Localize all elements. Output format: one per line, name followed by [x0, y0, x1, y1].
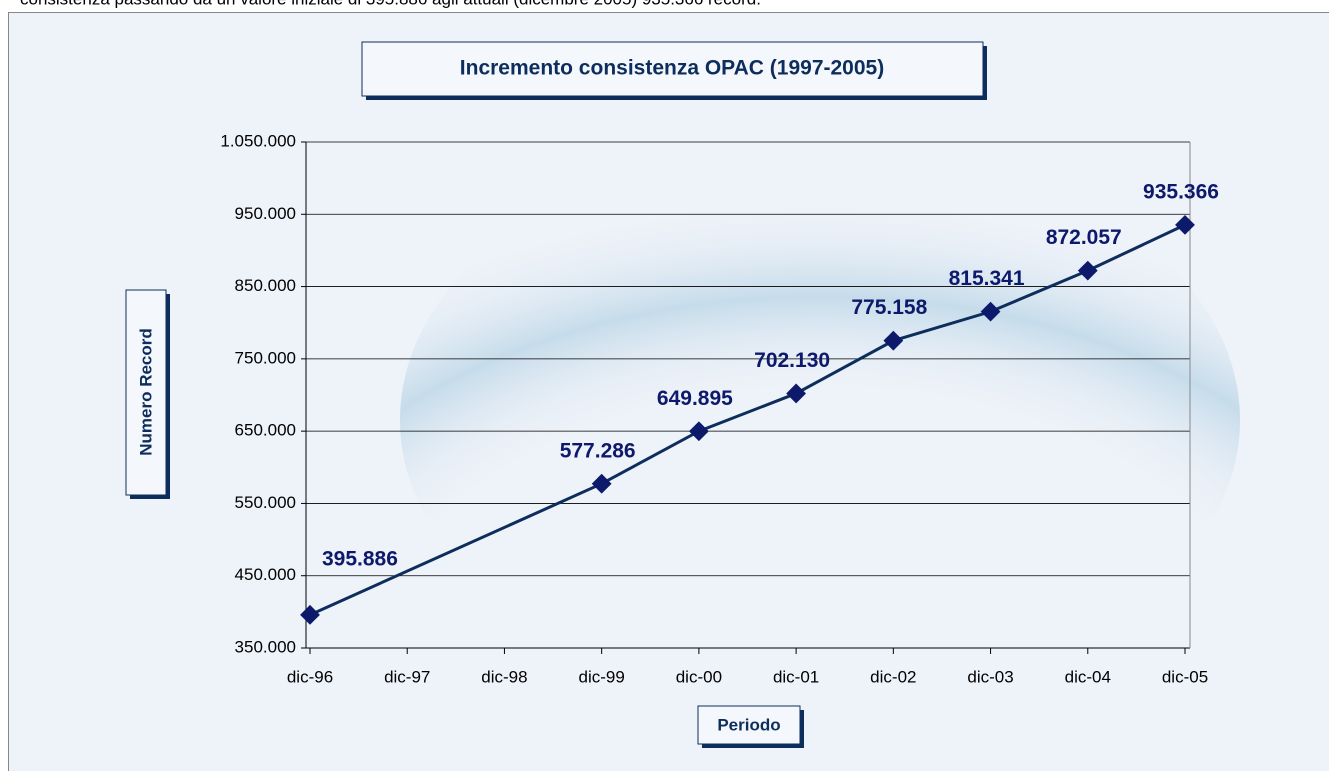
data-line [309, 223, 1186, 617]
data-point [300, 604, 320, 625]
data-point [883, 330, 904, 351]
y-label-box [125, 289, 167, 496]
y-axis-label: Numero Record [136, 328, 155, 456]
data-point [786, 383, 807, 404]
data-label: 775.158 [851, 296, 927, 319]
data-label: 577.286 [560, 439, 636, 462]
data-point [688, 421, 709, 442]
chart-title: Incremento consistenza OPAC (1997-2005) [460, 57, 884, 80]
background-arc [400, 140, 1240, 700]
y-tick-label: 1.050.000 [220, 131, 296, 150]
y-tick-label: 650.000 [235, 421, 296, 440]
x-tick-label: dic-96 [287, 667, 333, 686]
data-label: 815.341 [949, 267, 1025, 290]
data-label: 872.057 [1046, 226, 1122, 249]
x-tick-label: dic-97 [384, 667, 430, 686]
x-tick-label: dic-98 [481, 667, 527, 686]
x-tick-label: dic-01 [773, 667, 819, 686]
data-label: 935.366 [1143, 180, 1219, 203]
x-tick-label: dic-00 [676, 667, 722, 686]
x-axis-label: Periodo [717, 715, 780, 734]
x-tick-label: dic-05 [1162, 667, 1208, 686]
y-tick-label: 750.000 [235, 348, 296, 367]
data-label: 395.886 [322, 547, 398, 570]
data-point [980, 301, 1001, 322]
y-tick-label: 850.000 [235, 276, 296, 295]
y-tick-label: 450.000 [235, 565, 296, 584]
title-box [361, 41, 984, 97]
data-point [1175, 214, 1195, 235]
y-tick-label: 350.000 [235, 637, 296, 656]
data-label: 649.895 [657, 387, 733, 410]
x-tick-label: dic-02 [870, 667, 916, 686]
x-tick-label: dic-99 [579, 667, 625, 686]
x-tick-label: dic-03 [967, 667, 1013, 686]
data-point [1077, 260, 1098, 281]
y-tick-label: 550.000 [235, 493, 296, 512]
y-tick-label: 950.000 [235, 204, 296, 223]
data-label: 702.130 [754, 349, 830, 372]
data-point [591, 473, 612, 494]
x-tick-label: dic-04 [1065, 667, 1111, 686]
x-label-box [697, 705, 801, 745]
page-text: consistenza passando da un valore inizia… [20, 0, 761, 8]
